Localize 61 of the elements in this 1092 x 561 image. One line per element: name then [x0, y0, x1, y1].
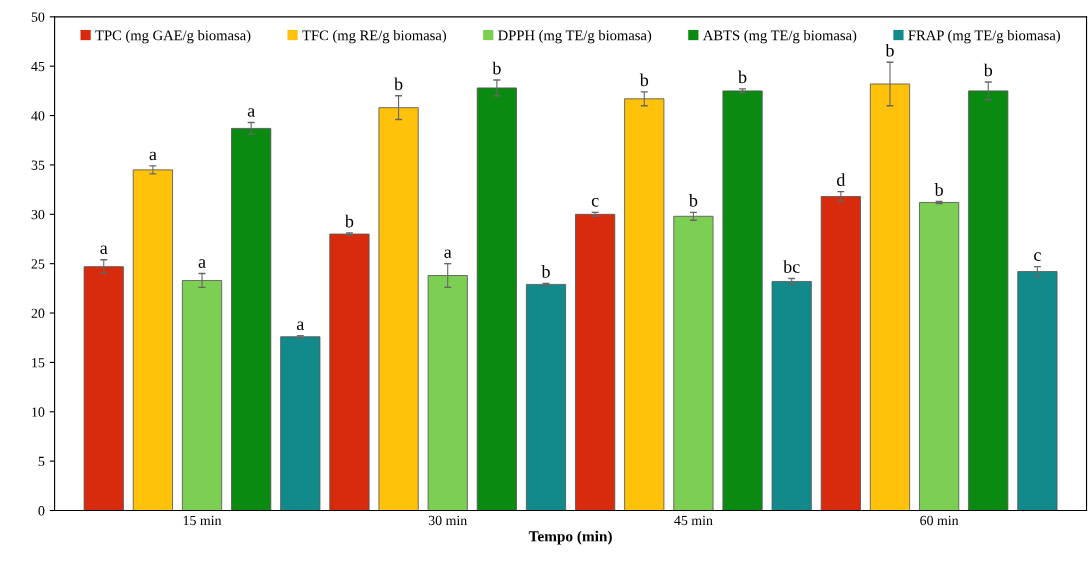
data-label: a: [198, 259, 206, 268]
data-label: b: [738, 70, 747, 84]
bar: [83, 266, 124, 511]
bar: [280, 336, 321, 511]
data-label: a: [247, 108, 255, 117]
y-tick-label: 30: [31, 209, 45, 220]
bar: [378, 107, 419, 511]
data-label: a: [100, 245, 108, 255]
data-label: c: [1034, 252, 1041, 261]
bar: [427, 275, 468, 511]
y-tick-label: 15: [32, 358, 45, 368]
y-tick-label: 45: [31, 61, 45, 72]
bar: [231, 127, 272, 511]
bar: [575, 213, 616, 511]
bar: [132, 169, 173, 511]
y-tick-label: 35: [31, 160, 45, 170]
y-tick-label: 5: [38, 456, 45, 467]
bar: [181, 280, 223, 511]
data-label: a: [444, 249, 452, 259]
bar: [1017, 271, 1058, 511]
data-label: bc: [783, 260, 800, 273]
x-tick-label: 45 min: [674, 515, 713, 526]
data-label: b: [934, 183, 943, 196]
x-tick-label: 60 min: [920, 515, 959, 526]
y-tick-label: 25: [31, 259, 45, 269]
data-label: b: [983, 63, 993, 77]
y-tick-label: 40: [31, 111, 45, 121]
data-label: d: [836, 173, 846, 186]
x-axis-title: Tempo (min): [528, 530, 612, 545]
data-label: a: [149, 151, 157, 161]
bar: [673, 215, 714, 511]
data-label: b: [541, 265, 550, 278]
y-tick-label: 20: [31, 308, 45, 318]
data-label: b: [344, 214, 354, 228]
bar: [771, 281, 812, 511]
bar: [624, 98, 665, 511]
legend-label: TFC (mg RE/g biomasa): [302, 30, 447, 44]
bar: [869, 83, 911, 511]
bar: [968, 90, 1009, 511]
y-tick-label: 0: [38, 506, 45, 516]
legend-label: FRAP (mg TE/g biomasa): [908, 30, 1061, 44]
y-tick-label: 10: [32, 407, 45, 417]
bar: [722, 90, 763, 511]
data-label: b: [885, 43, 894, 57]
legend-label: DPPH (mg TE/g biomasa): [498, 30, 652, 44]
data-label: b: [688, 193, 698, 207]
data-label: a: [296, 321, 305, 331]
x-tick-label: 30 min: [428, 515, 467, 526]
bar: [329, 233, 370, 511]
bar: [525, 283, 567, 511]
bar: [820, 196, 861, 511]
x-tick-label: 15 min: [183, 515, 222, 526]
data-label: b: [492, 61, 501, 75]
data-label: b: [394, 77, 403, 91]
bar: [476, 87, 517, 511]
data-label: b: [639, 73, 649, 87]
data-label: c: [591, 198, 599, 207]
legend-label: TPC (mg GAE/g biomasa): [95, 30, 251, 44]
bar: [919, 202, 960, 511]
legend-label: ABTS (mg TE/g biomasa): [702, 30, 857, 44]
y-tick-label: 50: [31, 12, 45, 22]
